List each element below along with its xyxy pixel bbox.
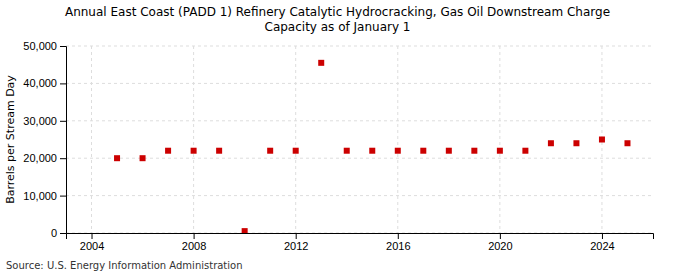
- tick: 0: [51, 227, 66, 239]
- tick-label: 20,000: [23, 152, 57, 164]
- tick-mark: [60, 46, 66, 47]
- grid-line: [66, 158, 653, 159]
- point: [395, 148, 401, 154]
- point: [522, 148, 528, 154]
- tick: 40,000: [23, 77, 66, 89]
- tick-mark: [194, 233, 195, 239]
- plot: 2004 2008 2012 2016 2020 2024 0 10,000 20,000 30,…: [23, 40, 653, 252]
- tick-label: 2012: [284, 240, 308, 252]
- grid-line: [66, 195, 653, 196]
- grid-line: [66, 120, 653, 121]
- point: [624, 140, 630, 146]
- tick: 2020: [488, 233, 512, 252]
- tick-mark: [60, 121, 66, 122]
- point: [446, 148, 452, 154]
- tick-label: 2024: [590, 240, 614, 252]
- grid-line: [66, 83, 653, 84]
- tick-label: 10,000: [23, 190, 57, 202]
- tick-mark: [60, 83, 66, 84]
- point: [548, 140, 554, 146]
- tick-mark: [60, 158, 66, 159]
- grid-line: [499, 46, 500, 233]
- tick-mark: [60, 196, 66, 197]
- tick-mark: [602, 233, 603, 239]
- x-axis: 2004 2008 2012 2016 2020 2024: [67, 233, 654, 252]
- point: [497, 148, 503, 154]
- grid-line: [91, 46, 92, 233]
- title-line: Capacity as of January 1: [265, 20, 411, 34]
- point: [267, 148, 273, 154]
- point: [140, 155, 146, 161]
- tick-label: 30,000: [23, 115, 57, 127]
- marks: [114, 60, 630, 233]
- point: [191, 148, 197, 154]
- tick-label: 2020: [488, 240, 512, 252]
- tick: 2008: [182, 233, 206, 252]
- tick-mark: [296, 233, 297, 239]
- point: [165, 148, 171, 154]
- tick-mark: [398, 233, 399, 239]
- point: [318, 60, 324, 66]
- point: [471, 148, 477, 154]
- tick: 20,000: [23, 152, 66, 164]
- tick-mark: [60, 233, 66, 234]
- tick-mark: [92, 233, 93, 239]
- grid-line: [295, 46, 296, 233]
- tick: 2016: [386, 233, 410, 252]
- point: [216, 148, 222, 154]
- tick: 2004: [80, 233, 104, 252]
- grid-line: [397, 46, 398, 233]
- axis-line: [60, 47, 67, 234]
- grid: [66, 46, 653, 233]
- y-axis: 0 10,000 20,000 30,000 40,000 50,000: [23, 40, 66, 239]
- tick-label: 2008: [182, 240, 206, 252]
- tick-label: 2004: [80, 240, 104, 252]
- title: Annual East Coast (PADD 1) Refinery Cata…: [65, 5, 610, 34]
- annotation: Source: U.S. Energy Information Administ…: [6, 260, 243, 271]
- point: [599, 137, 605, 143]
- axis-line: [67, 234, 654, 240]
- point: [114, 155, 120, 161]
- y-axis-label: Barrels per Stream Day: [4, 75, 17, 204]
- point: [293, 148, 299, 154]
- tick: 2012: [284, 233, 308, 252]
- tick: 2024: [590, 233, 614, 252]
- tick-mark: [500, 233, 501, 239]
- title-line: Annual East Coast (PADD 1) Refinery Cata…: [65, 5, 610, 19]
- tick-label: 2016: [386, 240, 410, 252]
- tick: 50,000: [23, 40, 66, 52]
- tick-label: 40,000: [23, 77, 57, 89]
- tick-label: 50,000: [23, 40, 57, 52]
- tick: 10,000: [23, 190, 66, 202]
- grid-line: [66, 46, 653, 47]
- tick-label: 0: [51, 227, 57, 239]
- tick: 30,000: [23, 115, 66, 127]
- grid-line: [193, 46, 194, 233]
- chart: 2004 2008 2012 2016 2020 2024 0 10,000 20,000 30,…: [0, 0, 675, 275]
- point: [420, 148, 426, 154]
- point: [242, 228, 248, 233]
- point: [344, 148, 350, 154]
- point: [573, 140, 579, 146]
- point: [369, 148, 375, 154]
